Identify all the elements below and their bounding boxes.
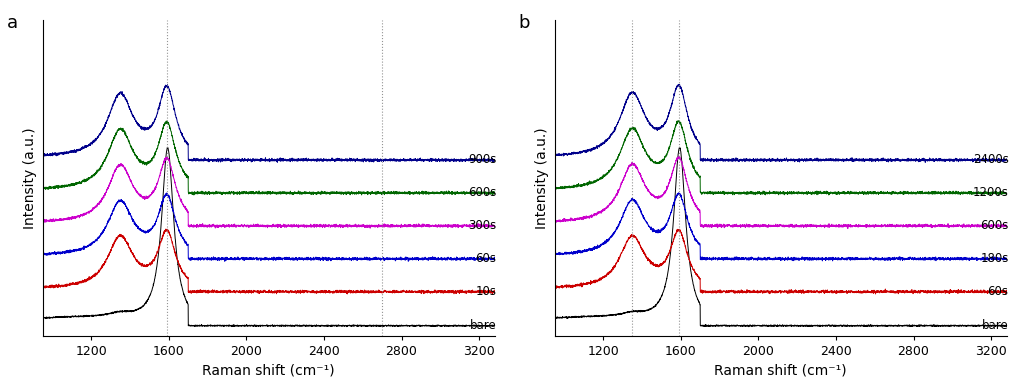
Text: 300s: 300s bbox=[468, 219, 497, 231]
Text: b: b bbox=[518, 14, 530, 32]
Text: 60s: 60s bbox=[475, 252, 497, 265]
X-axis label: Raman shift (cm⁻¹): Raman shift (cm⁻¹) bbox=[715, 363, 847, 377]
Y-axis label: Intensity (a.u.): Intensity (a.u.) bbox=[536, 127, 549, 228]
Text: a: a bbox=[6, 14, 17, 32]
Text: 600s: 600s bbox=[468, 186, 497, 199]
Text: bare: bare bbox=[982, 319, 1009, 332]
X-axis label: Raman shift (cm⁻¹): Raman shift (cm⁻¹) bbox=[203, 363, 335, 377]
Text: 900s: 900s bbox=[468, 153, 497, 166]
Text: 1200s: 1200s bbox=[973, 186, 1009, 199]
Text: 60s: 60s bbox=[987, 285, 1009, 298]
Text: 2400s: 2400s bbox=[973, 153, 1009, 166]
Text: 600s: 600s bbox=[980, 219, 1009, 231]
Y-axis label: Intensity (a.u.): Intensity (a.u.) bbox=[24, 127, 37, 228]
Text: 10s: 10s bbox=[475, 285, 497, 298]
Text: 180s: 180s bbox=[980, 252, 1009, 265]
Text: bare: bare bbox=[470, 319, 497, 332]
